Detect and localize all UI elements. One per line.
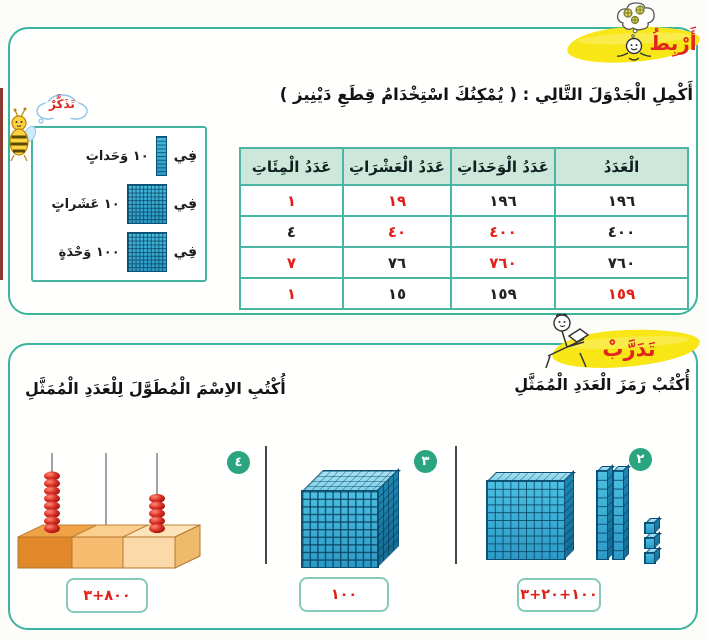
item-number-badge: ٢ xyxy=(629,448,652,471)
write-expanded-title: أُكْتُبِ الاِسْمَ الْمُطَوَّلَ لِلْعَدَد… xyxy=(25,379,286,398)
page-edge-line xyxy=(0,88,3,280)
relate-badge-label: أَرْبِطُ xyxy=(649,31,697,55)
section-divider xyxy=(265,446,267,564)
cell-tens[interactable]: ٧٦ xyxy=(342,246,452,279)
remember-row-hundred: فِي ١٠٠ وَحْدَةٍ xyxy=(41,232,197,272)
answer-box-item4[interactable]: ٨٠٠+٣ xyxy=(66,578,148,613)
units-beads xyxy=(149,493,165,534)
remember-row-units: فِي ١٠ وَحَداتٍ xyxy=(41,136,197,176)
col-header-units: عَدَدُ الْوَحَدَاتِ xyxy=(450,147,556,186)
remember-text: ١٠ وَحَداتٍ xyxy=(85,148,149,164)
remember-prefix: فِي xyxy=(173,244,197,260)
unit-cube-block xyxy=(644,516,662,534)
table-header-row: الْعَدَدُ عَدَدُ الْوَحَدَاتِ عَدَدُ الْ… xyxy=(239,147,689,186)
item-number-badge: ٤ xyxy=(227,451,250,474)
practice-badge-label: تَدَرَّبْ xyxy=(602,337,656,361)
section-divider xyxy=(455,446,457,564)
remember-prefix: فِي xyxy=(173,148,197,164)
bee-icon xyxy=(9,107,37,162)
cell-units[interactable]: ١٩٦ xyxy=(450,184,556,217)
remember-box: فِي ١٠ وَحَداتٍ فِي ١٠ عَشَراتٍ فِي ١٠٠ … xyxy=(31,126,207,282)
cell-units[interactable]: ٤٠٠ xyxy=(450,215,556,248)
ten-rod-block xyxy=(612,464,631,560)
cell-number[interactable]: ٤٠٠ xyxy=(554,215,689,248)
remember-text: ١٠ عَشَراتٍ xyxy=(51,196,120,212)
answer-value: ١٠٠ xyxy=(330,586,358,603)
cell-units[interactable]: ٧٦٠ xyxy=(450,246,556,279)
cell-hundreds[interactable]: ٧ xyxy=(239,246,344,279)
unit-cube-block xyxy=(644,546,662,564)
answer-box-item2[interactable]: ١٠٠+٢٠+٣ xyxy=(517,578,601,612)
col-header-tens: عَدَدُ الْعَشْرَاتِ xyxy=(342,147,452,186)
col-header-hundreds: عَدَدُ الْمِئَاتِ xyxy=(239,147,344,186)
remember-row-tens: فِي ١٠ عَشَراتٍ xyxy=(41,184,197,224)
table-row: ٧٦٠ ٧٦٠ ٧٦ ٧ xyxy=(239,246,689,279)
table-row: ٤٠٠ ٤٠٠ ٤٠ ٤ xyxy=(239,215,689,248)
thinking-character-icon xyxy=(616,2,655,61)
cell-hundreds[interactable]: ١ xyxy=(239,184,344,217)
remember-label: تَذَكَّرْ xyxy=(49,97,75,111)
cell-number[interactable]: ١٥٩ xyxy=(554,277,689,310)
relate-instruction: أَكْمِلِ الْجَدْوَلَ التَّالِي : ( يُمْك… xyxy=(279,84,693,104)
reading-character-icon xyxy=(545,313,590,369)
item-number-badge: ٣ xyxy=(414,450,437,473)
table-row: ١٥٩ ١٥٩ ١٥ ١ xyxy=(239,277,689,310)
cell-tens[interactable]: ١٥ xyxy=(342,277,452,310)
hundred-flat-icon xyxy=(126,232,167,272)
cell-tens[interactable]: ١٩ xyxy=(342,184,452,217)
large-cube-block xyxy=(301,468,401,568)
hundreds-beads xyxy=(44,471,60,534)
remember-text: ١٠٠ وَحْدَةٍ xyxy=(58,244,120,260)
hundred-flat-icon xyxy=(126,184,167,224)
remember-cloud: تَذَكَّرْ xyxy=(34,92,90,124)
write-numeral-title: أُكْتُبْ رَمَزَ الْعَدَدِ الْمُمَثَّلِ xyxy=(514,375,690,394)
remember-prefix: فِي xyxy=(173,196,197,212)
answer-value: ١٠٠+٢٠+٣ xyxy=(520,587,598,603)
answer-box-item3[interactable]: ١٠٠ xyxy=(299,577,389,612)
cell-hundreds[interactable]: ١ xyxy=(239,277,344,310)
cell-tens[interactable]: ٤٠ xyxy=(342,215,452,248)
hundred-flat-block xyxy=(486,470,576,560)
unit-cube-block xyxy=(644,531,662,549)
ten-rod-block xyxy=(596,464,615,560)
col-header-number: الْعَدَدُ xyxy=(554,147,689,186)
cell-number[interactable]: ١٩٦ xyxy=(554,184,689,217)
cell-hundreds[interactable]: ٤ xyxy=(239,215,344,248)
answer-value: ٨٠٠+٣ xyxy=(83,587,131,604)
abacus-image xyxy=(17,453,201,569)
ten-rod-icon xyxy=(155,136,167,176)
table-row: ١٩٦ ١٩٦ ١٩ ١ xyxy=(239,184,689,217)
cell-units[interactable]: ١٥٩ xyxy=(450,277,556,310)
place-value-table: الْعَدَدُ عَدَدُ الْوَحَدَاتِ عَدَدُ الْ… xyxy=(239,147,689,310)
cell-number[interactable]: ٧٦٠ xyxy=(554,246,689,279)
